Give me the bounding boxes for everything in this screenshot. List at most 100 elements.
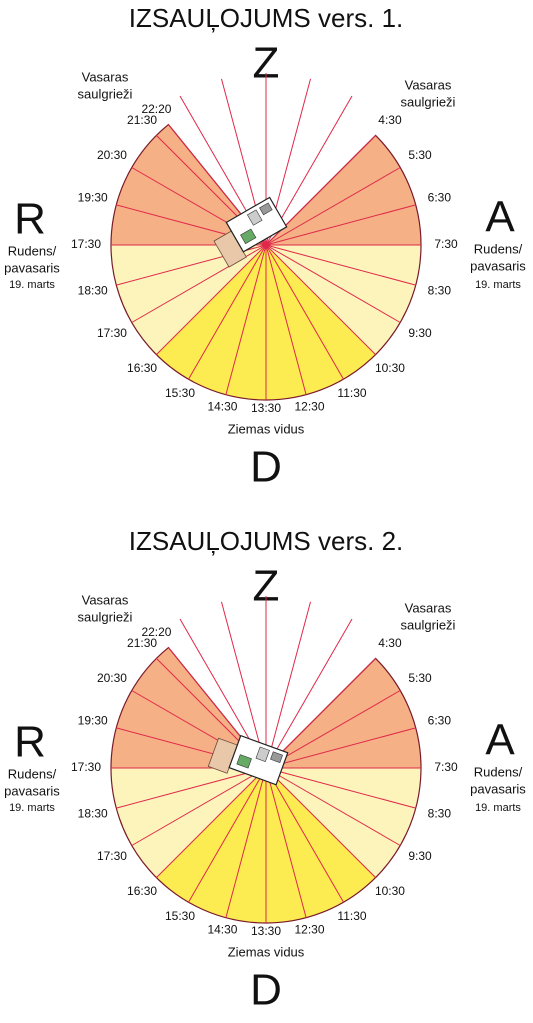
hour-label: 17:30 [71,760,101,774]
hour-label: 15:30 [165,386,195,400]
equinox-label: pavasaris [4,260,60,275]
hour-line [265,204,416,246]
hour-label: 19:30 [78,714,108,728]
hour-line [265,727,416,769]
equinox-label: pavasaris [470,258,526,273]
south-label: D [250,443,282,492]
hour-line [265,244,307,395]
hour-label: 17:30 [97,326,127,340]
plan-room [255,746,270,763]
sun-sector [266,768,422,878]
sun-sector [266,135,421,245]
summer-label: Vasaras [405,77,452,92]
plan-room [240,228,257,245]
hour-line [131,767,267,846]
summer-label: saulgrieži [401,617,456,632]
winter-label: Ziemas vidus [228,421,305,436]
direction-line [265,601,311,769]
hour-line [265,690,401,769]
hour-label: 7:30 [434,760,458,774]
west-label: R [14,718,46,767]
floor-plan [207,734,289,786]
hour-line [188,244,267,380]
equinox-label: Rudens/ [474,764,523,779]
summer-label: saulgrieži [401,94,456,109]
summer-label: Vasaras [82,69,129,84]
hour-label: 16:30 [127,884,157,898]
winter-label: Ziemas vidus [228,944,305,959]
south-label: D [250,966,282,1015]
hour-line [265,767,401,846]
sector-outline [110,123,422,401]
hour-label: 13:30 [251,924,281,938]
sector-outline [110,646,422,924]
hour-label: 22:20 [141,102,171,116]
hour-label: 16:30 [127,361,157,375]
hour-label: 19:30 [78,191,108,205]
direction-line [265,618,353,769]
sun-sector [111,647,266,768]
hour-label: 4:30 [378,113,402,127]
hour-label: 6:30 [428,714,452,728]
hour-label: 22:20 [141,625,171,639]
hour-label: 9:30 [408,849,432,863]
hour-label: 8:30 [428,284,452,298]
sun-sector [111,245,266,355]
hour-label: 5:30 [408,148,432,162]
hour-label: 11:30 [337,909,366,923]
hour-line [156,767,267,878]
hour-line [265,244,401,323]
summer-label: saulgrieži [78,609,133,624]
hour-label: 14:30 [207,923,237,937]
hour-label: 14:30 [207,400,237,414]
hour-label: 17:30 [97,849,127,863]
hour-label: 17:30 [71,237,101,251]
equinox-date: 19. marts [9,279,55,291]
hour-line [265,244,344,380]
equinox-date: 19. marts [475,802,521,814]
hour-line [265,167,401,246]
hour-label: 12:30 [295,400,325,414]
plan-room [246,209,263,226]
direction-line [221,601,267,769]
hour-label: 18:30 [78,284,108,298]
hour-line [265,658,376,769]
equinox-label: pavasaris [4,783,60,798]
hour-label: 5:30 [408,671,432,685]
plan-house [228,734,289,786]
plan-room [259,202,273,216]
hour-label: 6:30 [428,191,452,205]
hour-label: 7:30 [434,237,458,251]
hour-label: 13:30 [251,401,281,415]
hour-line [265,244,376,355]
plan-room [236,754,252,769]
plan-house [225,196,288,253]
east-label: A [485,716,515,765]
hour-line [265,767,376,878]
equinox-label: Rudens/ [8,766,57,781]
sun-sector [266,658,421,768]
equinox-label: Rudens/ [8,243,57,258]
hour-label: 18:30 [78,807,108,821]
hour-line [265,767,416,809]
hour-label: 20:30 [97,148,127,162]
hour-label: 12:30 [295,923,325,937]
equinox-label: pavasaris [470,781,526,796]
hour-label: 15:30 [165,909,195,923]
hour-label: 10:30 [375,884,405,898]
sun-diagram: IZSAUĻOJUMS vers. 2.Z4:305:306:307:308:3… [4,526,526,1015]
east-label: A [485,193,515,242]
summer-label: Vasaras [405,600,452,615]
hour-label: 21:30 [127,113,157,127]
hour-label: 4:30 [378,636,402,650]
hour-line [265,767,307,918]
hour-line [188,767,267,903]
hour-label: 9:30 [408,326,432,340]
sun-sector [266,245,422,355]
title: IZSAUĻOJUMS vers. 1. [129,3,404,33]
hour-line [156,244,267,355]
title: IZSAUĻOJUMS vers. 2. [129,526,404,556]
hour-line [265,244,416,286]
west-label: R [14,195,46,244]
